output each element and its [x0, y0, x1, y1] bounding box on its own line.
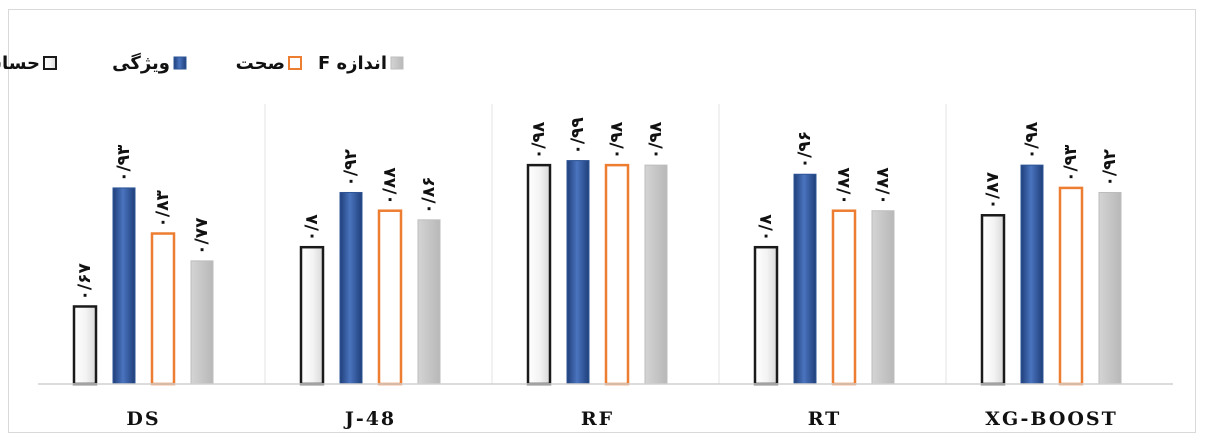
bar-rt-series-2: [831, 209, 857, 386]
data-label: ۰/۸۶: [419, 176, 439, 213]
bar-rt-series-1: [793, 173, 817, 385]
category-label-xg-boost: XG-BOOST: [985, 408, 1118, 430]
data-label: ۰/۹۸: [529, 121, 549, 159]
data-label: ۰/۸۸: [834, 167, 854, 205]
bar-xg-boost-series-2: [1058, 186, 1084, 386]
bar-rt-series-0: [753, 245, 779, 386]
bar-ds-series-0: [72, 305, 98, 386]
category-label-rf: RF: [581, 408, 614, 430]
data-label: ۰/۷۷: [192, 217, 212, 255]
bar-rf-series-3: [644, 164, 668, 385]
data-label: ۰/۹۸: [607, 121, 627, 159]
legend-label: حساسیت: [0, 53, 40, 74]
bars-group: [72, 160, 1122, 386]
data-label: ۰/۹۶: [795, 131, 815, 168]
category-label-rt: RT: [808, 408, 842, 430]
bar-rt-series-3: [871, 210, 895, 385]
data-label: ۰/۸۸: [873, 167, 893, 205]
bar-xg-boost-series-3: [1098, 191, 1122, 385]
legend: حساسیت ویژگی صحت اندازه F: [0, 52, 404, 74]
bar-j-48-series-3: [417, 219, 441, 385]
data-label: ۰/۹۳: [1061, 144, 1081, 182]
bar-rf-series-0: [526, 163, 552, 386]
legend-swatch: [288, 56, 302, 70]
data-label: ۰/۸۳: [153, 190, 173, 228]
bar-xg-boost-series-1: [1020, 164, 1044, 385]
data-label: ۰/۹۳: [114, 144, 134, 182]
bar-ds-series-3: [190, 260, 214, 385]
data-labels-group: ۰/۶۷ ۰/۹۳ ۰/۸۳ ۰/۷۷ ۰/۸ ۰/۹۲ ۰/۸۸ ۰/۸۶ ۰/۹۸ ۰/۹۹ ۰…: [75, 117, 1120, 301]
category-label-j-48: J-48: [343, 408, 396, 430]
data-label: ۰/۶۷: [75, 263, 95, 301]
category-dividers: [264, 104, 947, 384]
bar-j-48-series-1: [339, 191, 363, 385]
legend-swatch: [43, 56, 57, 70]
bar-ds-series-2: [150, 232, 176, 386]
data-label: ۰/۹۲: [1100, 149, 1120, 187]
data-label: ۰/۹۸: [646, 121, 666, 159]
legend-label: صحت: [236, 53, 285, 74]
bar-ds-series-1: [112, 187, 136, 385]
data-label: ۰/۹۲: [341, 149, 361, 187]
category-label-ds: DS: [126, 408, 160, 430]
legend-label: ویژگی: [112, 52, 170, 74]
data-label: ۰/۸۷: [983, 171, 1003, 209]
data-label: ۰/۸: [756, 214, 776, 242]
data-label: ۰/۹۸: [1022, 121, 1042, 159]
legend-swatch: [390, 56, 404, 70]
category-labels-group: DS J-48 RF RT XG-BOOST: [126, 408, 1118, 430]
legend-swatch: [173, 56, 187, 70]
data-label: ۰/۹۹: [568, 117, 588, 155]
data-label: ۰/۸: [302, 214, 322, 242]
bar-xg-boost-series-0: [980, 214, 1006, 386]
bar-rf-series-1: [566, 160, 590, 385]
bar-rf-series-2: [604, 163, 630, 386]
bar-j-48-series-2: [377, 209, 403, 386]
legend-label: اندازه F: [318, 53, 387, 74]
bar-j-48-series-0: [299, 245, 325, 386]
data-label: ۰/۸۸: [380, 167, 400, 205]
